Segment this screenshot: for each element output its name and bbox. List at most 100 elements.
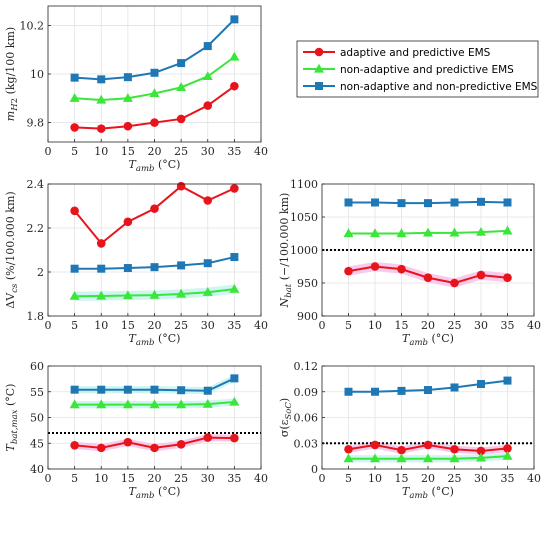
data-point bbox=[203, 386, 212, 395]
data-point bbox=[230, 81, 239, 91]
data-point bbox=[70, 264, 79, 273]
data-point bbox=[150, 263, 159, 272]
series-3 bbox=[344, 376, 512, 396]
series-3 bbox=[70, 374, 239, 395]
x-tick-label: 35 bbox=[227, 319, 241, 332]
data-point bbox=[477, 380, 485, 389]
data-point bbox=[396, 228, 407, 238]
data-point bbox=[503, 376, 512, 385]
data-point bbox=[97, 385, 106, 394]
data-point bbox=[371, 198, 379, 207]
data-point bbox=[344, 387, 353, 396]
data-point bbox=[450, 383, 459, 392]
legend-label: adaptive and predictive EMS bbox=[340, 47, 491, 59]
x-axis-label: Tamb (°C) bbox=[402, 332, 454, 348]
x-tick-label: 40 bbox=[254, 472, 268, 485]
data-point bbox=[423, 227, 433, 237]
x-tick-label: 40 bbox=[254, 145, 268, 158]
data-point bbox=[123, 73, 132, 82]
data-point bbox=[96, 399, 107, 409]
x-tick-label: 15 bbox=[121, 472, 135, 485]
x-tick-label: 0 bbox=[319, 472, 326, 485]
data-point bbox=[97, 264, 106, 273]
x-tick-label: 35 bbox=[501, 472, 515, 485]
y-tick-label: 45 bbox=[30, 437, 44, 450]
y-axis-label: Nbat (−/100.000 km) bbox=[278, 193, 294, 309]
data-point bbox=[396, 453, 407, 463]
x-tick-label: 30 bbox=[474, 319, 488, 332]
data-point bbox=[176, 114, 186, 124]
data-point bbox=[203, 259, 212, 268]
x-tick-label: 25 bbox=[174, 319, 188, 332]
data-point bbox=[230, 184, 239, 193]
series-3 bbox=[70, 253, 239, 273]
y-tick-label: 40 bbox=[30, 463, 44, 476]
legend-box bbox=[296, 40, 539, 98]
data-point bbox=[203, 433, 213, 442]
y-axis-label: σ(εSoC) bbox=[278, 398, 294, 437]
x-tick-label: 0 bbox=[45, 472, 52, 485]
x-tick-label: 0 bbox=[319, 319, 326, 332]
y-tick-label: 0 bbox=[311, 463, 318, 476]
y-tick-label: 10.2 bbox=[20, 19, 45, 32]
y-tick-label: 0.09 bbox=[294, 386, 319, 399]
panel-nbat: 0 5 10 15 20 25 30 35 40 900 950 1000 1050 1100 Tamb (… bbox=[278, 178, 541, 348]
y-tick-label: 10 bbox=[30, 68, 44, 81]
data-point bbox=[149, 88, 160, 98]
x-tick-label: 30 bbox=[201, 472, 215, 485]
y-tick-label: 2.2 bbox=[27, 222, 45, 235]
y-tick-label: 0.06 bbox=[294, 412, 319, 425]
data-point bbox=[150, 204, 159, 213]
data-point bbox=[96, 290, 107, 300]
data-point bbox=[370, 440, 380, 450]
x-tick-label: 30 bbox=[474, 472, 488, 485]
series-2 bbox=[343, 225, 513, 238]
data-point bbox=[96, 443, 106, 453]
data-point bbox=[476, 446, 486, 456]
data-point bbox=[202, 287, 213, 296]
data-point bbox=[176, 288, 187, 298]
data-point bbox=[70, 73, 79, 82]
panel-tbat: 0 5 10 15 20 25 30 35 40 40 45 50 55 60 Tamb (°C) Tbat,… bbox=[4, 360, 268, 501]
data-point bbox=[423, 273, 433, 283]
series-3 bbox=[344, 197, 512, 208]
data-point bbox=[344, 198, 353, 207]
legend-marker bbox=[314, 47, 324, 57]
x-tick-label: 20 bbox=[421, 319, 435, 332]
data-point bbox=[123, 121, 133, 131]
data-point bbox=[344, 444, 353, 454]
y-tick-label: 60 bbox=[30, 360, 44, 373]
x-tick-label: 5 bbox=[345, 319, 352, 332]
data-point bbox=[70, 385, 79, 394]
x-tick-label: 5 bbox=[345, 472, 352, 485]
x-tick-label: 25 bbox=[174, 472, 188, 485]
data-point bbox=[371, 387, 379, 396]
data-point bbox=[477, 197, 485, 206]
data-point bbox=[70, 123, 79, 132]
data-point bbox=[123, 437, 133, 447]
data-point bbox=[70, 441, 79, 450]
legend-entry: non-adaptive and predictive EMS bbox=[303, 63, 514, 76]
x-tick-label: 5 bbox=[71, 145, 78, 158]
data-point bbox=[424, 386, 432, 395]
data-point bbox=[230, 433, 239, 443]
data-point bbox=[96, 94, 107, 104]
data-point bbox=[230, 374, 239, 383]
data-point bbox=[476, 226, 486, 236]
data-point bbox=[476, 452, 486, 462]
x-tick-label: 25 bbox=[448, 472, 462, 485]
x-axis-label: Tamb (°C) bbox=[129, 332, 181, 348]
data-point bbox=[343, 228, 354, 238]
data-point bbox=[450, 278, 459, 288]
x-tick-label: 25 bbox=[448, 319, 462, 332]
legend-marker bbox=[314, 63, 324, 73]
y-tick-label: 2.4 bbox=[27, 178, 45, 191]
panel-dvcs: 0 5 10 15 20 25 30 35 40 1.8 2 2.2 2.4 Tamb (°C) ΔVcs … bbox=[4, 178, 268, 348]
x-axis-label: Tamb (°C) bbox=[402, 485, 454, 501]
y-tick-label: 950 bbox=[297, 277, 318, 290]
data-point bbox=[202, 71, 213, 81]
data-point bbox=[370, 262, 380, 271]
y-tick-label: 900 bbox=[297, 310, 318, 323]
x-tick-label: 20 bbox=[148, 319, 162, 332]
